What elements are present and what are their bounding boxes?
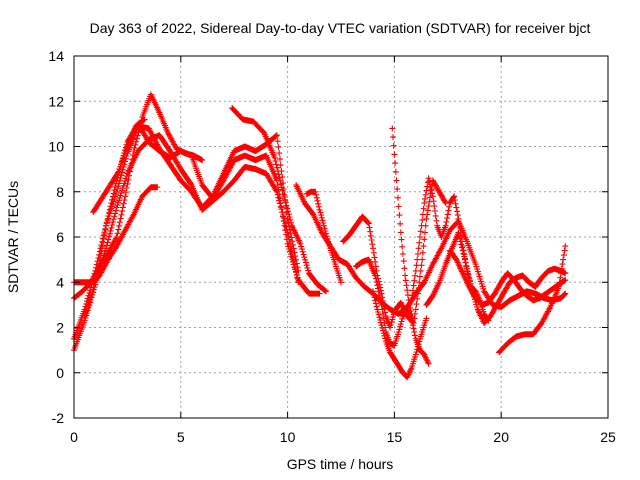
chart-title: Day 363 of 2022, Sidereal Day-to-day VTE… (90, 20, 591, 36)
series-sat-q (446, 247, 569, 308)
axis-ticks: 0 5 10 15 20 25 -2 0 2 4 6 8 10 12 14 (48, 48, 616, 445)
series-sat-k (353, 256, 432, 367)
point-markers (370, 288, 430, 381)
series-sat-g (229, 105, 329, 295)
data-points (71, 91, 569, 381)
x-tick-label: 25 (600, 429, 616, 445)
y-tick-label: 2 (56, 320, 64, 336)
x-tick-label: 15 (387, 429, 403, 445)
y-tick-label: 4 (56, 274, 64, 290)
series-sat-m (389, 125, 449, 326)
point-markers (353, 256, 432, 367)
y-tick-label: 10 (48, 139, 64, 155)
point-markers (446, 247, 569, 308)
x-tick-label: 5 (177, 429, 185, 445)
x-tick-label: 20 (493, 429, 509, 445)
point-markers (229, 105, 329, 295)
y-axis-label: SDTVAR / TECUs (5, 181, 21, 293)
y-tick-label: 12 (48, 93, 64, 109)
series-sat-i (303, 188, 344, 286)
x-axis-label: GPS time / hours (287, 456, 394, 472)
y-tick-label: 0 (56, 365, 64, 381)
series-sat-f (90, 116, 148, 216)
y-tick-label: 14 (48, 48, 64, 64)
y-tick-label: 8 (56, 184, 64, 200)
point-markers (303, 188, 344, 286)
series-sat-l (370, 288, 430, 381)
x-tick-label: 0 (70, 429, 78, 445)
point-markers (389, 125, 449, 326)
point-markers (90, 116, 148, 216)
y-tick-label: -2 (52, 410, 65, 426)
y-tick-label: 6 (56, 229, 64, 245)
x-tick-label: 10 (280, 429, 296, 445)
